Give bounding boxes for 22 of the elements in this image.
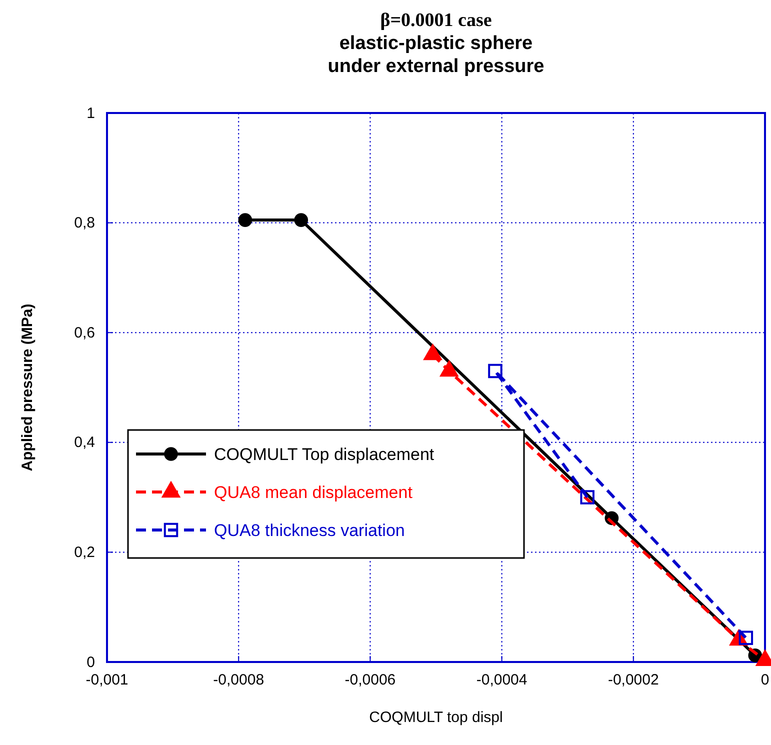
point bbox=[488, 364, 502, 378]
y-tick-label: 0 bbox=[86, 654, 95, 671]
point bbox=[580, 490, 594, 504]
y-axis-title: Applied pressure (MPa) bbox=[19, 304, 36, 472]
y-tick-label: 0,4 bbox=[74, 434, 95, 452]
x-tick-label: -0,0004 bbox=[476, 672, 528, 689]
y-tick-label: 0,6 bbox=[74, 324, 95, 342]
x-tick-label: -0,0006 bbox=[344, 672, 396, 689]
point bbox=[294, 213, 308, 227]
legend-label: QUA8 mean displacement bbox=[214, 483, 413, 502]
point bbox=[238, 213, 252, 227]
y-tick-label: 0,2 bbox=[74, 544, 95, 561]
x-tick-label: 0 bbox=[760, 672, 770, 689]
x-tick-label: -0,001 bbox=[86, 672, 128, 689]
x-tick-label: -0,0002 bbox=[608, 672, 659, 689]
chart-title: β=0.0001 case elastic-plastic sphere under external pressure bbox=[328, 10, 544, 77]
x-axis-title: COQMULT top displ bbox=[369, 709, 503, 726]
y-tick-label: 1 bbox=[86, 104, 95, 122]
y-tick-label: 0,8 bbox=[74, 214, 95, 232]
legend-label: QUA8 thickness variation bbox=[214, 521, 405, 540]
x-tick-label: -0,0008 bbox=[213, 672, 264, 689]
legend-label: COQMULT Top displacement bbox=[214, 445, 434, 464]
